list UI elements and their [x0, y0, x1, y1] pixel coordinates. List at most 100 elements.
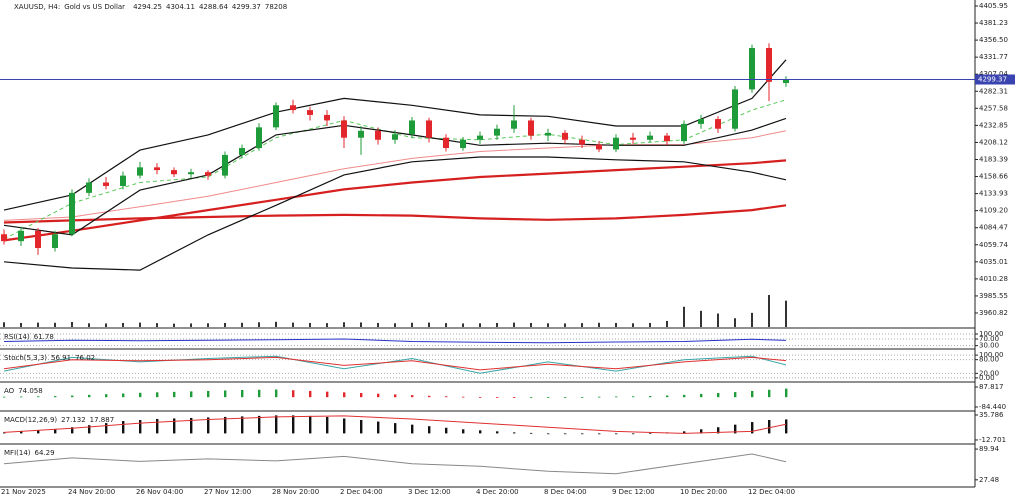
indicator-line — [3, 338, 787, 344]
volume-bar — [139, 322, 141, 327]
indicator-bar — [241, 416, 244, 434]
indicator-bar — [513, 432, 516, 434]
indicator-bar — [224, 416, 227, 434]
y-tick-label: 4381.23 — [979, 19, 1008, 27]
candle-body — [749, 48, 755, 90]
x-tick-label: 8 Dec 04:00 — [544, 488, 587, 496]
volume-bar — [241, 322, 243, 327]
indicator-bar — [411, 395, 414, 398]
y-tick-label: 4109.20 — [979, 207, 1008, 215]
pane-value: 74.058 — [18, 387, 43, 395]
indicator-line — [3, 453, 787, 475]
pane-value: 78208 — [265, 3, 287, 11]
candle-body — [120, 175, 126, 186]
indicator-bar — [700, 393, 703, 398]
indicator-bar — [275, 415, 278, 434]
candle-body — [171, 170, 177, 175]
indicator-bar — [156, 418, 159, 434]
y-tick-label: -12.701 — [979, 436, 1006, 444]
volume-bar — [411, 322, 413, 327]
indicator-bar — [530, 432, 533, 434]
indicator-bar — [71, 427, 74, 434]
candle-body — [137, 167, 143, 176]
volume-bar — [734, 318, 736, 327]
candle-body — [375, 130, 381, 140]
indicator-bar — [139, 392, 142, 398]
volume-bar — [54, 322, 56, 327]
y-tick-label: 89.94 — [979, 445, 1000, 453]
indicator-bar — [513, 397, 516, 398]
volume-bar — [445, 323, 447, 327]
indicator-bar — [462, 429, 465, 434]
indicator-bar — [241, 390, 244, 398]
candle-body — [358, 130, 364, 138]
indicator-bar — [258, 415, 261, 434]
volume-bar — [666, 320, 668, 327]
volume-bar — [785, 300, 787, 327]
indicator-bar — [326, 416, 329, 434]
volume-bar — [377, 322, 379, 327]
indicator-bar — [343, 418, 346, 434]
pane-title: MACD(12,26,9) — [4, 416, 57, 424]
x-tick-label: 2 Dec 04:00 — [340, 488, 383, 496]
candle-body — [239, 148, 245, 155]
y-tick-label: 80.00 — [979, 356, 999, 364]
indicator-bar — [768, 389, 771, 398]
pane-value: 76.02 — [75, 354, 95, 362]
y-tick-label: 4257.58 — [979, 104, 1008, 112]
volume-bar — [173, 323, 175, 327]
pane-value: 64.29 — [35, 449, 55, 457]
candle-body — [613, 137, 619, 150]
volume-bar — [224, 322, 226, 327]
indicator-bar — [224, 390, 227, 398]
indicator-bar — [54, 429, 57, 434]
volume-bar — [71, 321, 73, 327]
indicator-bar — [462, 396, 465, 398]
volume-bar — [258, 322, 260, 327]
y-tick-label: 4084.47 — [979, 224, 1008, 232]
volume-bar — [88, 323, 90, 327]
candle-body — [647, 135, 653, 140]
volume-bar — [564, 323, 566, 327]
indicator-bar — [343, 392, 346, 398]
indicator-bar — [632, 433, 635, 435]
indicator-bar — [479, 430, 482, 434]
x-tick-label: 12 Dec 04:00 — [748, 488, 795, 496]
volume-bar — [190, 323, 192, 327]
volume-bar — [717, 313, 719, 327]
volume-bar — [530, 322, 532, 327]
candle-body — [664, 135, 670, 142]
indicator-bar — [139, 420, 142, 434]
indicator-bar — [411, 424, 414, 434]
indicator-bar — [598, 433, 601, 435]
candle-body — [460, 139, 466, 149]
indicator-bar — [445, 396, 448, 398]
volume-bar — [360, 322, 362, 327]
candle-body — [341, 120, 347, 138]
indicator-bar — [292, 415, 295, 434]
pane-title: Stoch(5,3,3) — [4, 354, 47, 362]
y-tick-label: 20.00 — [979, 369, 999, 377]
indicator-bar — [173, 418, 176, 434]
candle-body — [324, 114, 330, 121]
indicator-bar — [445, 427, 448, 434]
indicator-bar — [394, 423, 397, 434]
y-tick-label: 100.00 — [979, 330, 1004, 338]
volume-bar — [309, 322, 311, 327]
volume-bar — [326, 323, 328, 327]
indicator-bar — [717, 393, 720, 398]
candle-body — [511, 120, 517, 129]
indicator-bar — [785, 388, 788, 398]
indicator-bar — [547, 397, 550, 398]
pane-value: 61.78 — [34, 333, 54, 341]
pane-title: MFI(14) — [4, 449, 31, 457]
y-tick-label: 0.00 — [979, 374, 995, 382]
volume-bar — [462, 323, 464, 327]
indicator-bar — [292, 390, 295, 398]
volume-bar — [122, 322, 124, 327]
indicator-line — [3, 356, 787, 371]
indicator-bar — [173, 391, 176, 398]
indicator-bar — [37, 396, 40, 398]
y-tick-label: 4307.04 — [979, 70, 1008, 78]
y-tick-label: 27.48 — [979, 476, 999, 484]
